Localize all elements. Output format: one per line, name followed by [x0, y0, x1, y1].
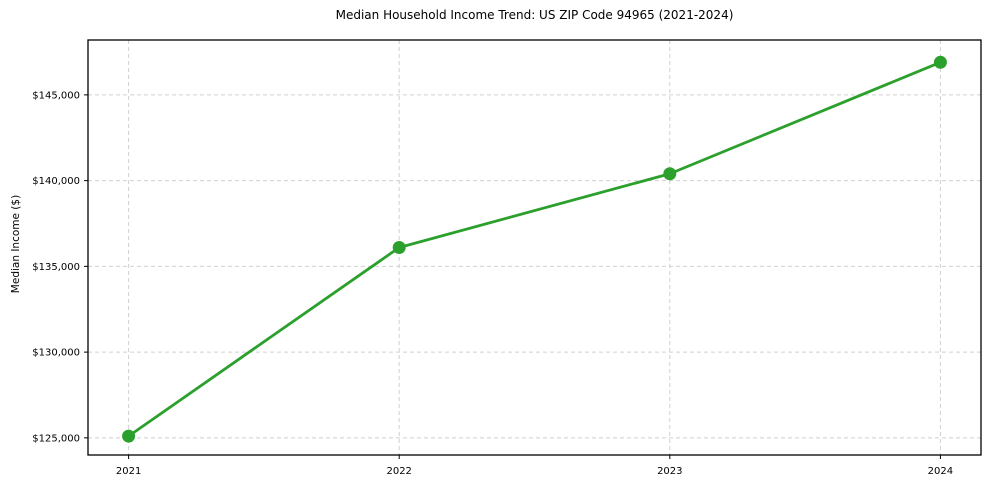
y-tick-label: $130,000 [32, 348, 80, 359]
x-tick-label: 2024 [928, 466, 953, 477]
y-tick-label: $140,000 [32, 176, 80, 187]
plot-border [87, 39, 982, 456]
chart-title: Median Household Income Trend: US ZIP Co… [335, 8, 734, 22]
x-tick-label: 2021 [116, 466, 141, 477]
x-tick-label: 2022 [386, 466, 411, 477]
y-tick-label: $145,000 [32, 90, 80, 101]
data-point [122, 429, 136, 443]
x-tick-label: 2023 [657, 466, 682, 477]
y-tick-label: $125,000 [32, 433, 80, 444]
data-point [663, 167, 677, 181]
data-point [933, 55, 947, 69]
y-tick-label: $135,000 [32, 262, 80, 273]
data-point [392, 241, 406, 254]
data-line [127, 60, 942, 438]
